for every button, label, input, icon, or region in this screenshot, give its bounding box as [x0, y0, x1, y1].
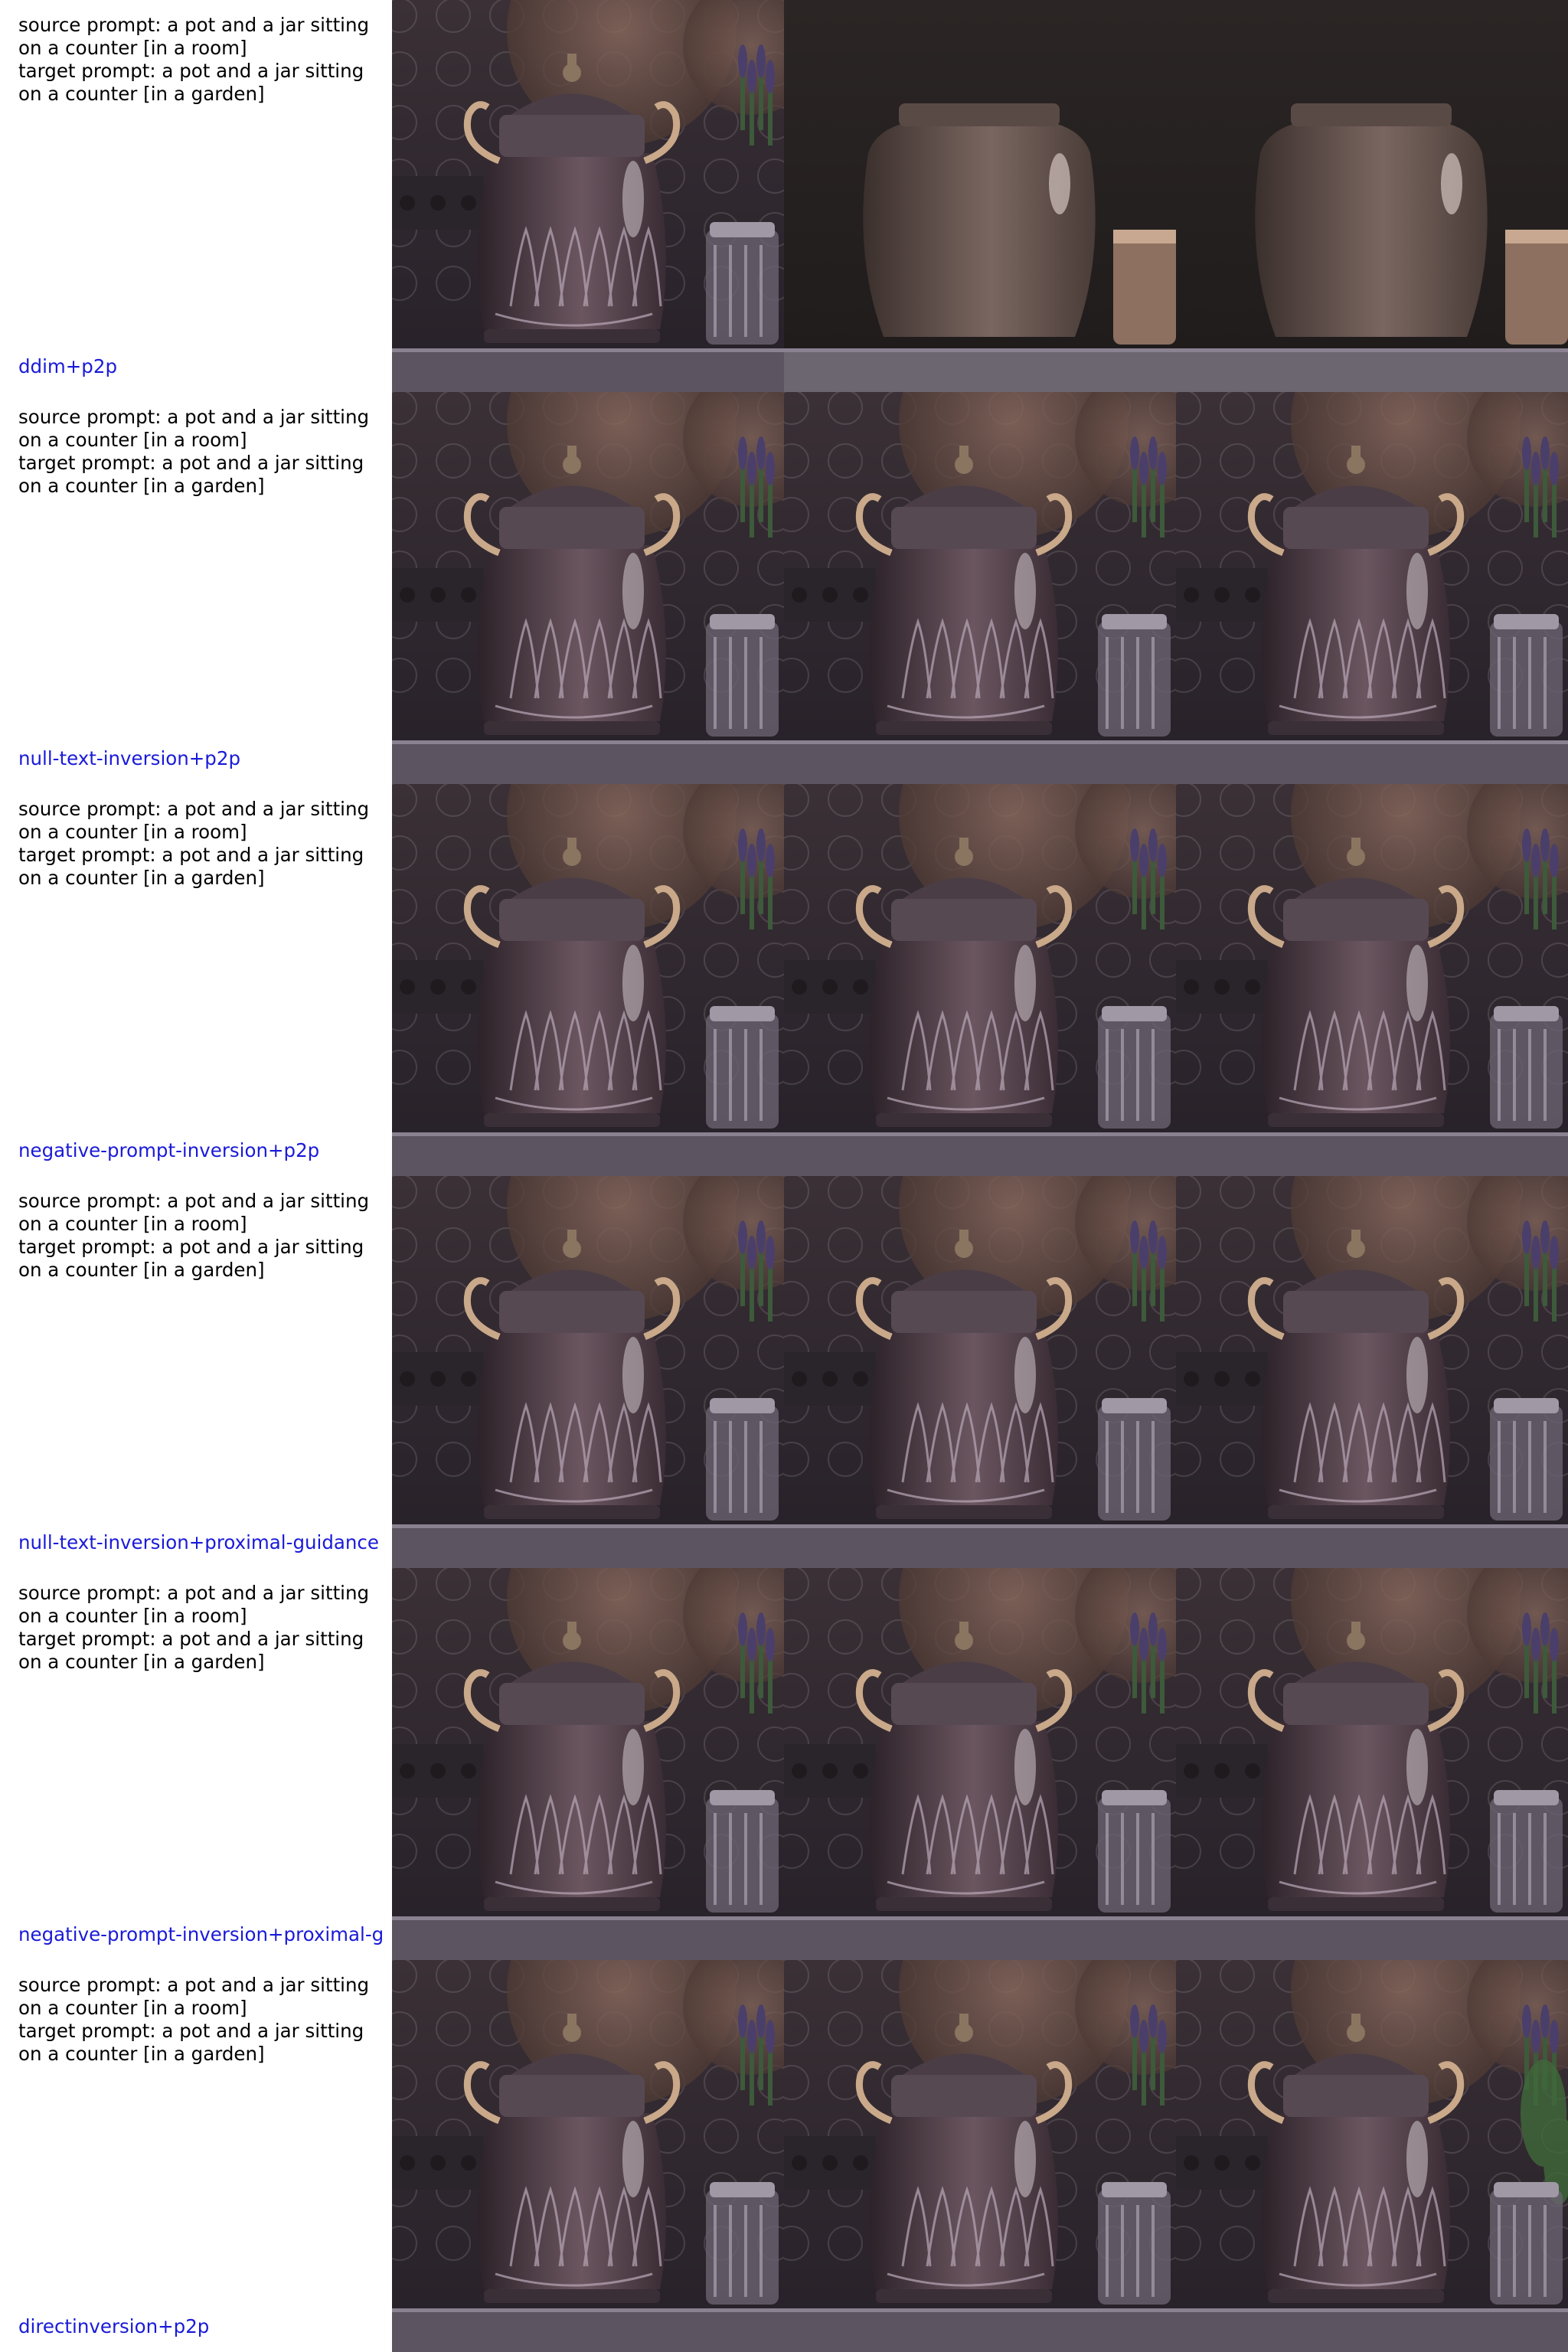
source-image	[392, 392, 784, 784]
prompt-text: source prompt: a pot and a jar sitting on…	[18, 1582, 384, 1674]
source-image	[392, 0, 784, 392]
source-prompt-line: source prompt: a pot and a jar sitting	[18, 1974, 370, 1996]
pot-and-jar-image	[1176, 784, 1568, 1176]
pot-and-jar-image	[1176, 0, 1568, 392]
target-prompt-line: on a counter [in a garden]	[18, 83, 265, 105]
target-prompt-line: target prompt: a pot and a jar sitting	[18, 1236, 364, 1258]
target-prompt-line: target prompt: a pot and a jar sitting	[18, 452, 364, 474]
comparison-row: source prompt: a pot and a jar sitting on…	[0, 1960, 1568, 2352]
pot-and-jar-image	[1176, 1568, 1568, 1960]
source-prompt-line: source prompt: a pot and a jar sitting	[18, 1190, 370, 1212]
target-prompt-line: on a counter [in a garden]	[18, 867, 265, 889]
source-prompt-line: on a counter [in a room]	[18, 821, 247, 843]
pot-and-jar-image	[1176, 1176, 1568, 1568]
row-label: source prompt: a pot and a jar sitting on…	[0, 784, 392, 1176]
method-label: ddim+p2p	[18, 355, 117, 377]
source-image	[392, 1568, 784, 1960]
comparison-row: source prompt: a pot and a jar sitting on…	[0, 0, 1568, 392]
method-label: negative-prompt-inversion+p2p	[18, 1139, 320, 1161]
edited-image	[784, 784, 1176, 1176]
pot-and-jar-image	[392, 1568, 784, 1960]
pot-and-jar-image	[784, 392, 1176, 784]
edited-image	[784, 392, 1176, 784]
source-image	[392, 1176, 784, 1568]
prompt-text: source prompt: a pot and a jar sitting on…	[18, 14, 384, 106]
method-label: null-text-inversion+proximal-guidance	[18, 1531, 379, 1553]
source-prompt-line: source prompt: a pot and a jar sitting	[18, 14, 370, 36]
target-prompt-line: on a counter [in a garden]	[18, 475, 265, 497]
target-prompt-line: target prompt: a pot and a jar sitting	[18, 1628, 364, 1650]
edited-image	[1176, 1960, 1568, 2352]
source-prompt-line: on a counter [in a room]	[18, 1213, 247, 1235]
edited-image	[784, 1176, 1176, 1568]
pot-and-jar-image	[1176, 392, 1568, 784]
comparison-row: source prompt: a pot and a jar sitting on…	[0, 1568, 1568, 1960]
target-prompt-line: on a counter [in a garden]	[18, 1259, 265, 1281]
target-prompt-line: target prompt: a pot and a jar sitting	[18, 2020, 364, 2042]
source-image	[392, 784, 784, 1176]
target-prompt-line: target prompt: a pot and a jar sitting	[18, 60, 364, 82]
edited-image	[1176, 1176, 1568, 1568]
target-prompt-line: on a counter [in a garden]	[18, 1651, 265, 1673]
row-label: source prompt: a pot and a jar sitting on…	[0, 0, 392, 392]
edited-image	[784, 0, 1176, 392]
comparison-row: source prompt: a pot and a jar sitting on…	[0, 392, 1568, 784]
source-prompt-line: on a counter [in a room]	[18, 1997, 247, 2019]
edited-image	[784, 1568, 1176, 1960]
pot-and-jar-image	[392, 1176, 784, 1568]
edited-image	[1176, 784, 1568, 1176]
prompt-text: source prompt: a pot and a jar sitting on…	[18, 798, 384, 890]
row-label: source prompt: a pot and a jar sitting on…	[0, 1568, 392, 1960]
method-label: null-text-inversion+p2p	[18, 747, 240, 769]
source-image	[392, 1960, 784, 2352]
edited-image	[1176, 1568, 1568, 1960]
pot-and-jar-image	[392, 1960, 784, 2352]
edited-image	[1176, 0, 1568, 392]
pot-and-jar-image	[784, 1960, 1176, 2352]
pot-and-jar-image	[784, 0, 1176, 392]
prompt-text: source prompt: a pot and a jar sitting on…	[18, 1974, 384, 2066]
pot-and-jar-image	[392, 392, 784, 784]
prompt-text: source prompt: a pot and a jar sitting on…	[18, 406, 384, 498]
edited-image	[1176, 392, 1568, 784]
source-prompt-line: source prompt: a pot and a jar sitting	[18, 406, 370, 428]
pot-and-jar-image	[784, 1176, 1176, 1568]
source-prompt-line: on a counter [in a room]	[18, 37, 247, 59]
pot-and-jar-image	[784, 1568, 1176, 1960]
comparison-row: source prompt: a pot and a jar sitting on…	[0, 784, 1568, 1176]
source-prompt-line: on a counter [in a room]	[18, 429, 247, 451]
source-prompt-line: source prompt: a pot and a jar sitting	[18, 1582, 370, 1604]
method-label: negative-prompt-inversion+proximal-g	[18, 1923, 384, 1945]
source-prompt-line: source prompt: a pot and a jar sitting	[18, 798, 370, 820]
pot-and-jar-image	[392, 784, 784, 1176]
target-prompt-line: on a counter [in a garden]	[18, 2043, 265, 2065]
row-label: source prompt: a pot and a jar sitting on…	[0, 1176, 392, 1568]
row-label: source prompt: a pot and a jar sitting on…	[0, 392, 392, 784]
pot-and-jar-image	[1176, 1960, 1568, 2352]
method-label: directinversion+p2p	[18, 2315, 210, 2337]
source-prompt-line: on a counter [in a room]	[18, 1605, 247, 1627]
prompt-text: source prompt: a pot and a jar sitting on…	[18, 1190, 384, 1282]
target-prompt-line: target prompt: a pot and a jar sitting	[18, 844, 364, 866]
comparison-row: source prompt: a pot and a jar sitting on…	[0, 1176, 1568, 1568]
pot-and-jar-image	[392, 0, 784, 392]
pot-and-jar-image	[784, 784, 1176, 1176]
edited-image	[784, 1960, 1176, 2352]
row-label: source prompt: a pot and a jar sitting on…	[0, 1960, 392, 2352]
